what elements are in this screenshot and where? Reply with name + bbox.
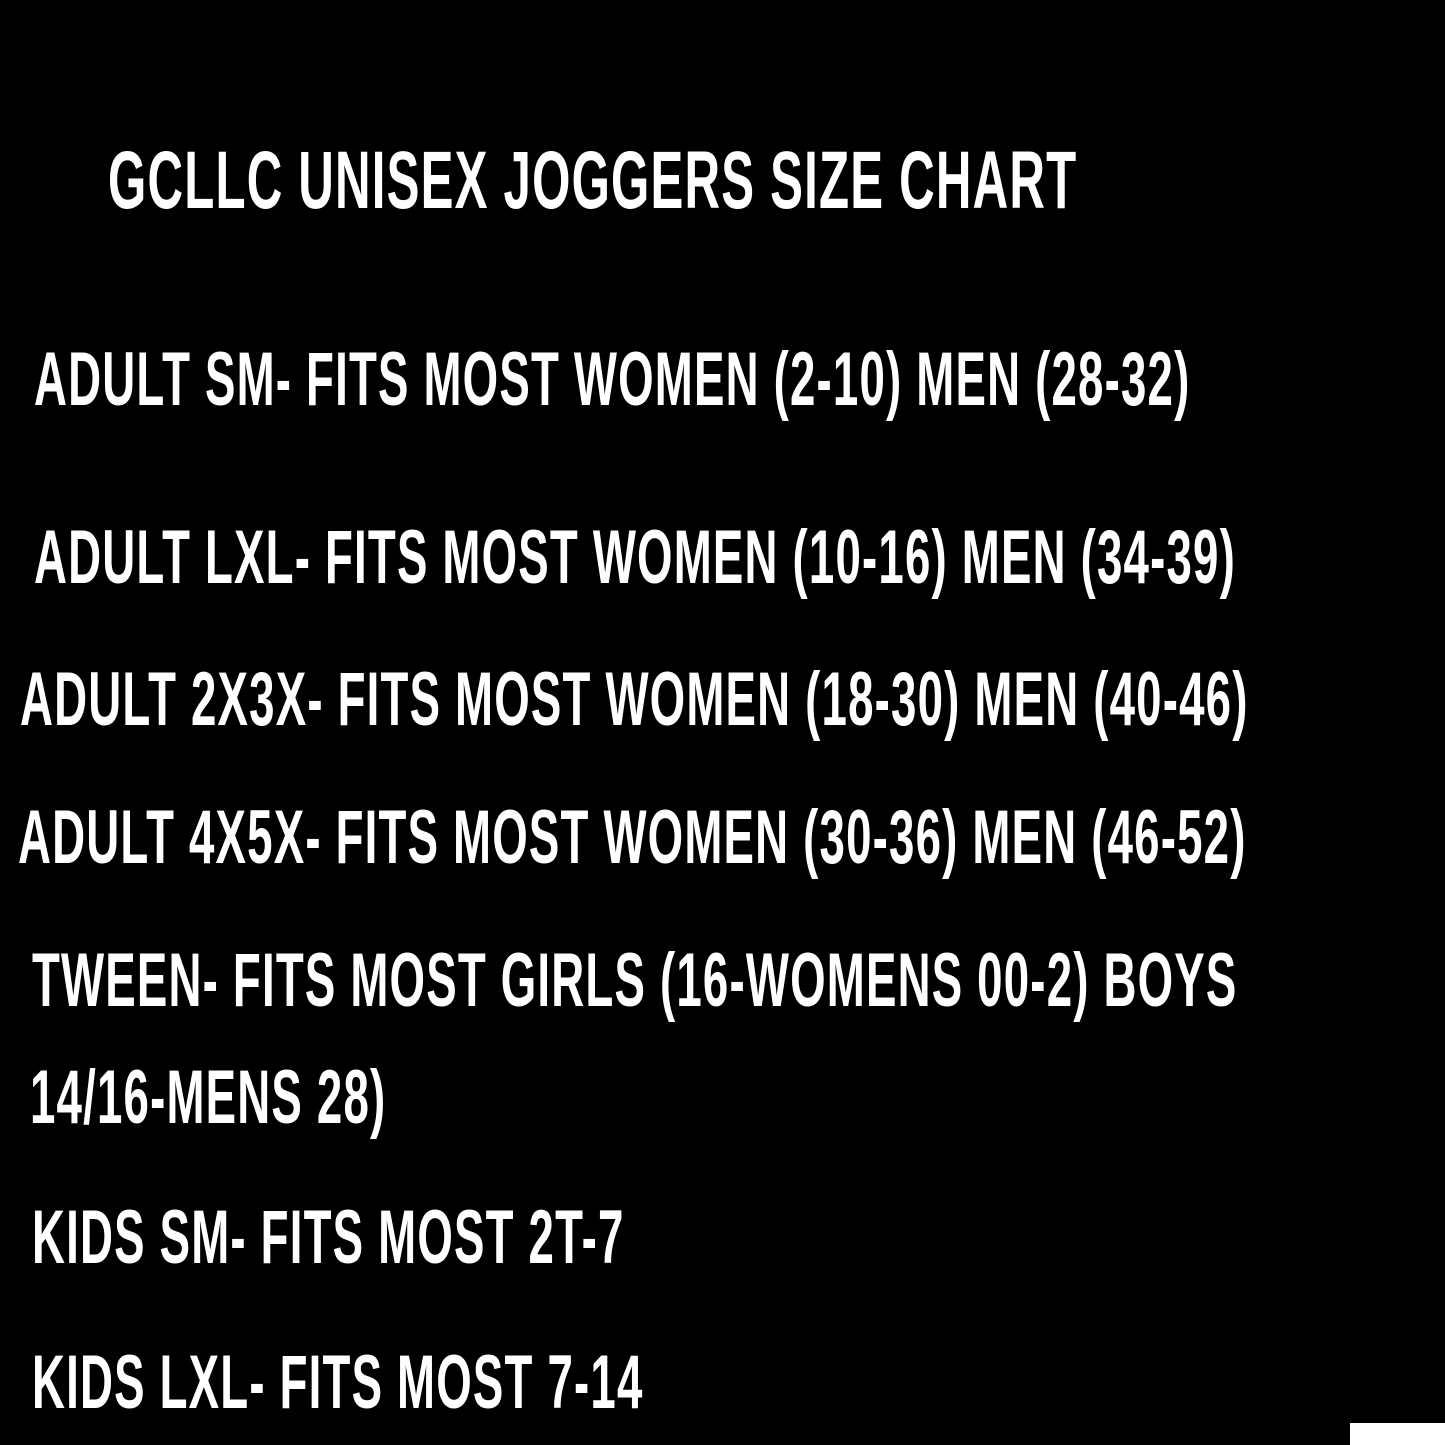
size-line-adult-lxl: ADULT LXL- FITS MOST WOMEN (10-16) MEN (… xyxy=(34,515,1236,600)
corner-white-block xyxy=(1350,1423,1445,1445)
page-title: GCLLC UNISEX JOGGERS SIZE CHART xyxy=(108,135,1078,226)
size-line-kids-lxl: KIDS LXL- FITS MOST 7-14 xyxy=(32,1340,644,1425)
size-line-adult-4x5x: ADULT 4X5X- FITS MOST WOMEN (30-36) MEN … xyxy=(18,795,1247,880)
size-line-tween: TWEEN- FITS MOST GIRLS (16-WOMENS 00-2) … xyxy=(32,938,1238,1023)
size-line-adult-2x3x: ADULT 2X3X- FITS MOST WOMEN (18-30) MEN … xyxy=(20,657,1249,742)
size-line-kids-sm: KIDS SM- FITS MOST 2T-7 xyxy=(32,1195,625,1280)
size-line-tween-cont: 14/16-MENS 28) xyxy=(30,1055,387,1140)
size-line-adult-sm: ADULT SM- FITS MOST WOMEN (2-10) MEN (28… xyxy=(34,337,1191,422)
